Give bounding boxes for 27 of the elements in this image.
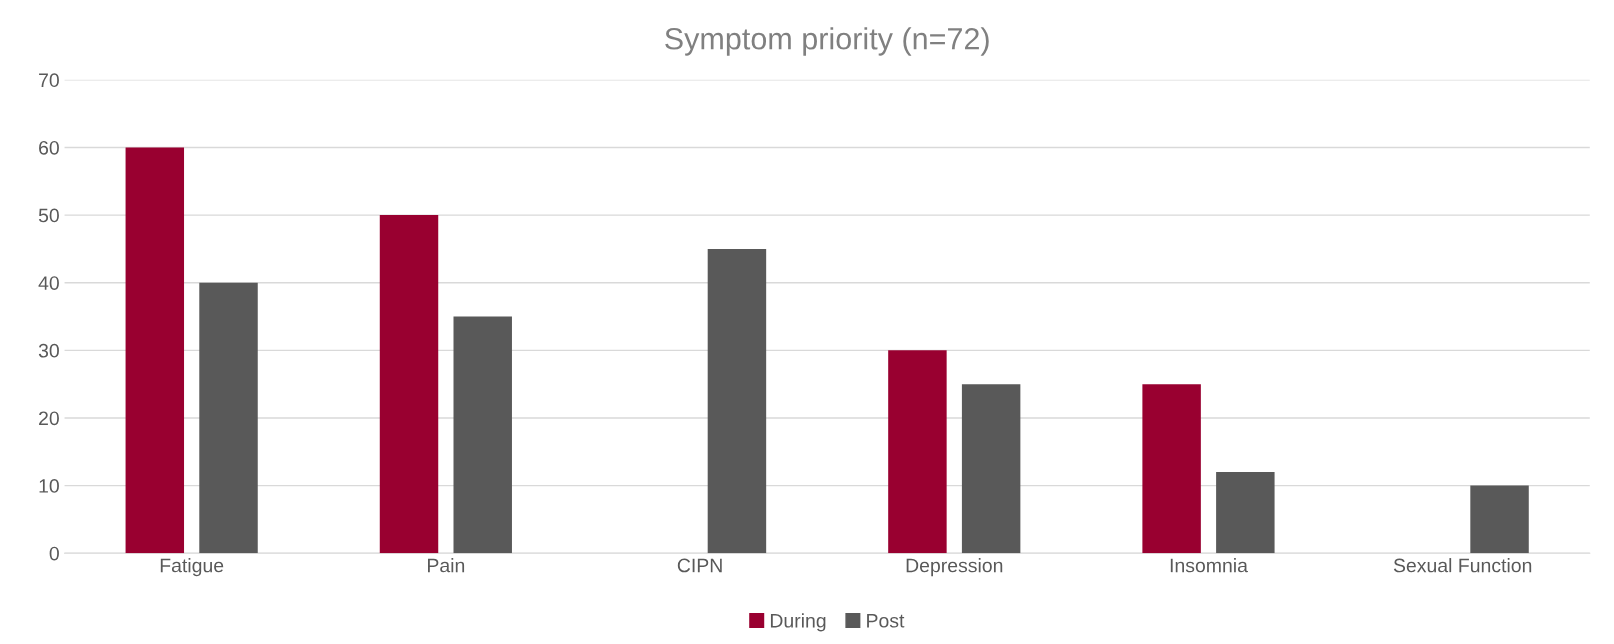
x-tick-label: Insomnia	[1170, 558, 1248, 573]
y-tick-label: 40	[38, 276, 59, 290]
bar	[1470, 485, 1529, 554]
bar	[961, 384, 1021, 554]
x-tick-label: CIPN	[677, 558, 722, 573]
bar	[379, 215, 439, 554]
x-tick-label: Fatigue	[160, 558, 224, 577]
x-tick-label: Pain	[428, 558, 465, 573]
bar	[199, 282, 258, 554]
y-tick-label: 0	[49, 546, 59, 561]
chart-title: Symptom priority (n=72)	[665, 27, 989, 56]
legend-label: Post	[867, 614, 905, 628]
y-tick-label: 50	[38, 208, 59, 223]
legend-label: During	[770, 613, 826, 632]
x-tick-label: Sexual Function	[1393, 558, 1532, 573]
x-tick-label: Depression	[906, 558, 1003, 577]
bar	[1142, 384, 1201, 554]
bar	[125, 147, 185, 554]
y-tick-label: 60	[39, 140, 59, 155]
y-tick-label: 30	[38, 343, 59, 358]
y-tick-label: 20	[39, 411, 59, 426]
bar	[453, 316, 512, 554]
bar	[1216, 472, 1275, 554]
bar	[707, 248, 767, 554]
bar	[888, 350, 947, 554]
y-tick-label: 10	[39, 479, 59, 493]
y-tick-label: 70	[39, 73, 59, 88]
